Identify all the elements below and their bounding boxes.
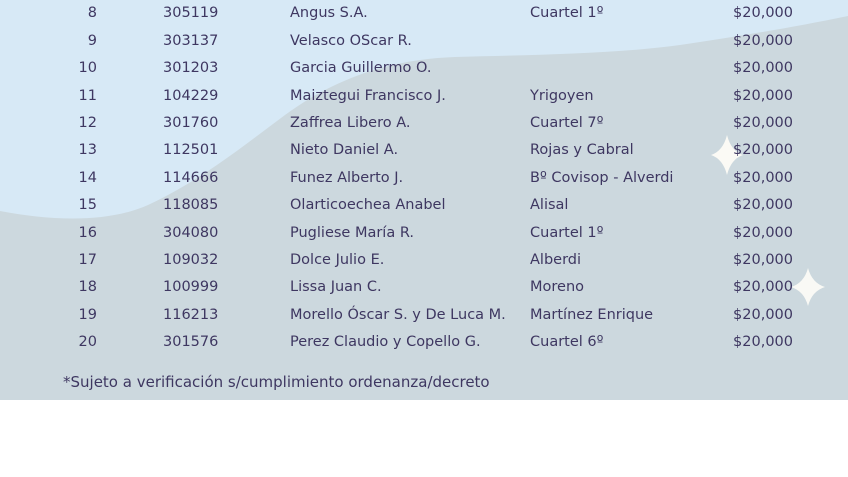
row-number: 15 (78, 197, 97, 214)
location: Rojas y Cabral (530, 142, 634, 159)
account-id: 104229 (163, 87, 219, 104)
account-id: 305119 (163, 5, 219, 22)
amount: $20,000 (733, 115, 793, 131)
amount: $20,000 (733, 279, 793, 296)
amount: $20,000 (733, 60, 793, 77)
account-id: 109032 (163, 251, 219, 268)
amount: $20,000 (733, 87, 793, 104)
location: Alberdi (530, 251, 582, 268)
beneficiary-name: Angus S.A. (290, 5, 368, 22)
account-id: 114666 (163, 169, 219, 186)
location: Alisal (530, 197, 569, 214)
row-number: 16 (78, 224, 97, 241)
amount: $20,000 (733, 169, 793, 186)
account-id: 301203 (163, 60, 219, 77)
row-number: 17 (78, 251, 97, 268)
row-number: 9 (87, 32, 97, 49)
beneficiary-name: Dolce Julio E. (290, 251, 385, 268)
row-number: 10 (78, 60, 97, 77)
account-id: 303137 (163, 32, 219, 49)
table-row: 20 301576 Perez Claudio y Copello G. Cuarte… (0, 329, 793, 356)
amount: $20,000 (733, 142, 793, 159)
amount: $20,000 (733, 334, 793, 351)
table-row: 10 301203 Garcia Guillermo O. $20,000 (0, 55, 793, 82)
row-number: 19 (78, 306, 97, 323)
account-id: 301576 (163, 334, 219, 351)
location: Cuartel 1º (530, 224, 604, 241)
beneficiary-name: Zaffrea Libero A. (290, 115, 411, 131)
sparkle-icon (711, 135, 743, 175)
amount: $20,000 (733, 306, 793, 323)
table-row: 12 301760 Zaffrea Libero A. Cuartel 7º $20,0… (0, 110, 793, 137)
footer: MEJOR CON VOS SECRETARIA DE HACIENDA ¡Av… (0, 400, 848, 477)
table-row: 17 109032 Dolce Julio E. Alberdi $20,000 (0, 247, 793, 274)
amount: $20,000 (733, 224, 793, 241)
account-id: 118085 (163, 197, 219, 214)
location: Martínez Enrique (530, 306, 654, 323)
account-id: 304080 (163, 224, 219, 241)
beneficiary-name: Olarticoechea Anabel (290, 197, 446, 214)
sparkle-icon (791, 268, 825, 306)
beneficiary-name: Velasco OScar R. (290, 32, 412, 49)
beneficiary-name: Maiztegui Francisco J. (290, 87, 446, 104)
location: Moreno (530, 279, 585, 296)
location: Cuartel 1º (530, 5, 604, 22)
row-number: 13 (78, 142, 97, 159)
row-number: 11 (78, 87, 97, 104)
row-number: 8 (87, 5, 97, 22)
amount: $20,000 (733, 5, 793, 22)
beneficiary-name: Morello Óscar S. y De Luca M. (290, 306, 506, 323)
beneficiary-name: Garcia Guillermo O. (290, 60, 432, 77)
wave-background (0, 0, 848, 400)
row-number: 14 (78, 169, 97, 186)
row-number: 18 (78, 279, 97, 296)
row-number: 12 (78, 115, 97, 131)
amount: $20,000 (733, 197, 793, 214)
table-row: 19 116213 Morello Óscar S. y De Luca M. Mar… (0, 301, 793, 328)
account-id: 116213 (163, 306, 219, 323)
table-row: 14 114666 Funez Alberto J. Bº Covisop - Alv… (0, 164, 793, 191)
beneficiary-table: 8 305119 Angus S.A. Cuartel 1º $20,000 9 30313… (0, 0, 793, 356)
location: Yrigoyen (530, 87, 594, 104)
amount: $20,000 (733, 32, 793, 49)
verification-note: *Sujeto a verificación s/cumplimiento or… (63, 373, 490, 391)
location: Bº Covisop - Alverdi (530, 169, 674, 186)
account-id: 100999 (163, 279, 219, 296)
table-row: 13 112501 Nieto Daniel A. Rojas y Cabral $20… (0, 137, 793, 164)
table-row: 9 303137 Velasco OScar R. $20,000 (0, 27, 793, 54)
beneficiary-name: Funez Alberto J. (290, 169, 404, 186)
location: Cuartel 6º (530, 334, 604, 351)
table-row: 8 305119 Angus S.A. Cuartel 1º $20,000 (0, 0, 793, 27)
table-row: 11 104229 Maiztegui Francisco J. Yrigoyen $2… (0, 82, 793, 109)
table-row: 16 304080 Pugliese María R. Cuartel 1º $20,0… (0, 219, 793, 246)
beneficiary-name: Nieto Daniel A. (290, 142, 399, 159)
beneficiary-name: Perez Claudio y Copello G. (290, 334, 481, 351)
table-row: 15 118085 Olarticoechea Anabel Alisal $20,00… (0, 192, 793, 219)
account-id: 301760 (163, 115, 219, 131)
beneficiary-name: Lissa Juan C. (290, 279, 382, 296)
row-number: 20 (78, 334, 97, 351)
account-id: 112501 (163, 142, 219, 159)
beneficiary-name: Pugliese María R. (290, 224, 414, 241)
amount: $20,000 (733, 251, 793, 268)
table-row: 18 100999 Lissa Juan C. Moreno $20,000 (0, 274, 793, 301)
location: Cuartel 7º (530, 115, 604, 131)
